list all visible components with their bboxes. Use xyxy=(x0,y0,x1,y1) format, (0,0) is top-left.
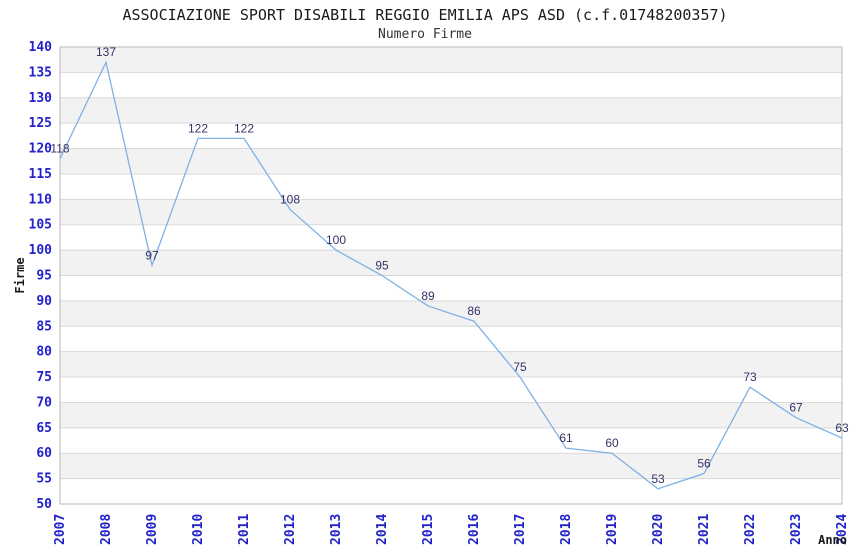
plot-band xyxy=(60,478,842,504)
x-axis-tick-label: 2018 xyxy=(559,514,574,545)
data-point-label: 60 xyxy=(605,436,619,450)
y-axis-tick-label: 70 xyxy=(36,395,52,410)
chart-title: ASSOCIAZIONE SPORT DISABILI REGGIO EMILI… xyxy=(122,6,728,24)
y-axis-tick-label: 135 xyxy=(29,65,52,80)
plot-band xyxy=(60,199,842,225)
plot-band xyxy=(60,47,842,73)
y-axis-tick-label: 115 xyxy=(29,167,52,182)
data-point-label: 56 xyxy=(697,457,711,471)
y-axis-tick-label: 55 xyxy=(36,472,52,487)
x-axis-tick-label: 2022 xyxy=(743,514,758,545)
data-point-label: 53 xyxy=(651,472,665,486)
data-line xyxy=(59,60,843,490)
x-axis-tick-label: 2015 xyxy=(421,514,436,545)
data-point-label: 73 xyxy=(743,370,757,384)
y-axis-tick-label: 125 xyxy=(29,116,52,131)
x-axis-tick-label: 2020 xyxy=(651,514,666,545)
plot-band xyxy=(60,427,842,454)
y-axis-tick-label: 60 xyxy=(36,446,52,461)
x-axis-title: Anno xyxy=(818,533,847,547)
data-point-label: 95 xyxy=(375,259,389,273)
data-point-label: 61 xyxy=(559,431,573,445)
x-axis-tick-label: 2010 xyxy=(191,514,206,545)
y-axis-tick-label: 50 xyxy=(36,497,52,512)
plot-band xyxy=(60,377,842,403)
x-axis-tick-label: 2013 xyxy=(329,514,344,545)
plot-band xyxy=(60,224,842,251)
data-point-label: 97 xyxy=(145,248,159,262)
data-point-label: 89 xyxy=(421,289,435,303)
x-axis-tick-label: 2009 xyxy=(145,514,160,545)
plot-band xyxy=(60,97,842,124)
x-axis-tick-label: 2024 xyxy=(835,514,850,545)
plot-band xyxy=(60,453,842,479)
x-axis-tick-label: 2014 xyxy=(375,514,390,545)
plot-band xyxy=(60,351,842,378)
data-point-label: 108 xyxy=(280,192,300,206)
y-axis-tick-label: 75 xyxy=(36,370,52,385)
y-axis-title: Firme xyxy=(13,257,27,293)
plot-band xyxy=(60,123,842,149)
y-axis-tick-label: 85 xyxy=(36,319,52,334)
data-point-label: 86 xyxy=(467,304,481,318)
x-axis-tick-label: 2021 xyxy=(697,514,712,545)
data-point-label: 122 xyxy=(188,121,208,135)
data-point-label: 63 xyxy=(835,421,849,435)
x-axis-tick-label: 2016 xyxy=(467,514,482,545)
data-point-label: 100 xyxy=(326,233,346,247)
y-axis-tick-label: 120 xyxy=(29,142,53,157)
x-axis-tick-label: 2023 xyxy=(789,514,804,545)
chart-subtitle: Numero Firme xyxy=(378,27,472,42)
y-axis-tick-label: 105 xyxy=(29,218,52,233)
y-axis-tick-label: 95 xyxy=(36,269,52,284)
x-axis-tick-label: 2019 xyxy=(605,514,620,545)
x-axis-tick-label: 2008 xyxy=(99,514,114,545)
plot-band xyxy=(60,326,842,352)
y-axis-tick-label: 130 xyxy=(29,91,53,106)
x-axis-tick-label: 2012 xyxy=(283,514,298,545)
x-axis-tick-label: 2007 xyxy=(53,514,68,545)
plot-band xyxy=(60,148,842,174)
y-axis-tick-label: 110 xyxy=(29,192,53,207)
plot-border xyxy=(59,46,843,505)
data-point-label: 75 xyxy=(513,360,527,374)
y-axis-tick-label: 80 xyxy=(36,345,52,360)
data-point-label: 67 xyxy=(789,401,803,415)
plot-band xyxy=(60,275,842,301)
plot-band xyxy=(60,72,842,98)
data-point-label: 137 xyxy=(96,45,116,59)
plot-band xyxy=(60,250,842,276)
x-axis-tick-label: 2011 xyxy=(237,514,252,545)
plot-band xyxy=(60,173,842,200)
data-point-label: 122 xyxy=(234,121,254,135)
x-axis-tick-label: 2017 xyxy=(513,514,528,545)
plot-band xyxy=(60,402,842,428)
y-axis-tick-label: 100 xyxy=(29,243,53,258)
data-point-label: 118 xyxy=(50,142,69,156)
y-axis-tick-label: 90 xyxy=(36,294,52,309)
y-axis-tick-label: 140 xyxy=(29,40,53,55)
y-axis-tick-label: 65 xyxy=(36,421,52,436)
